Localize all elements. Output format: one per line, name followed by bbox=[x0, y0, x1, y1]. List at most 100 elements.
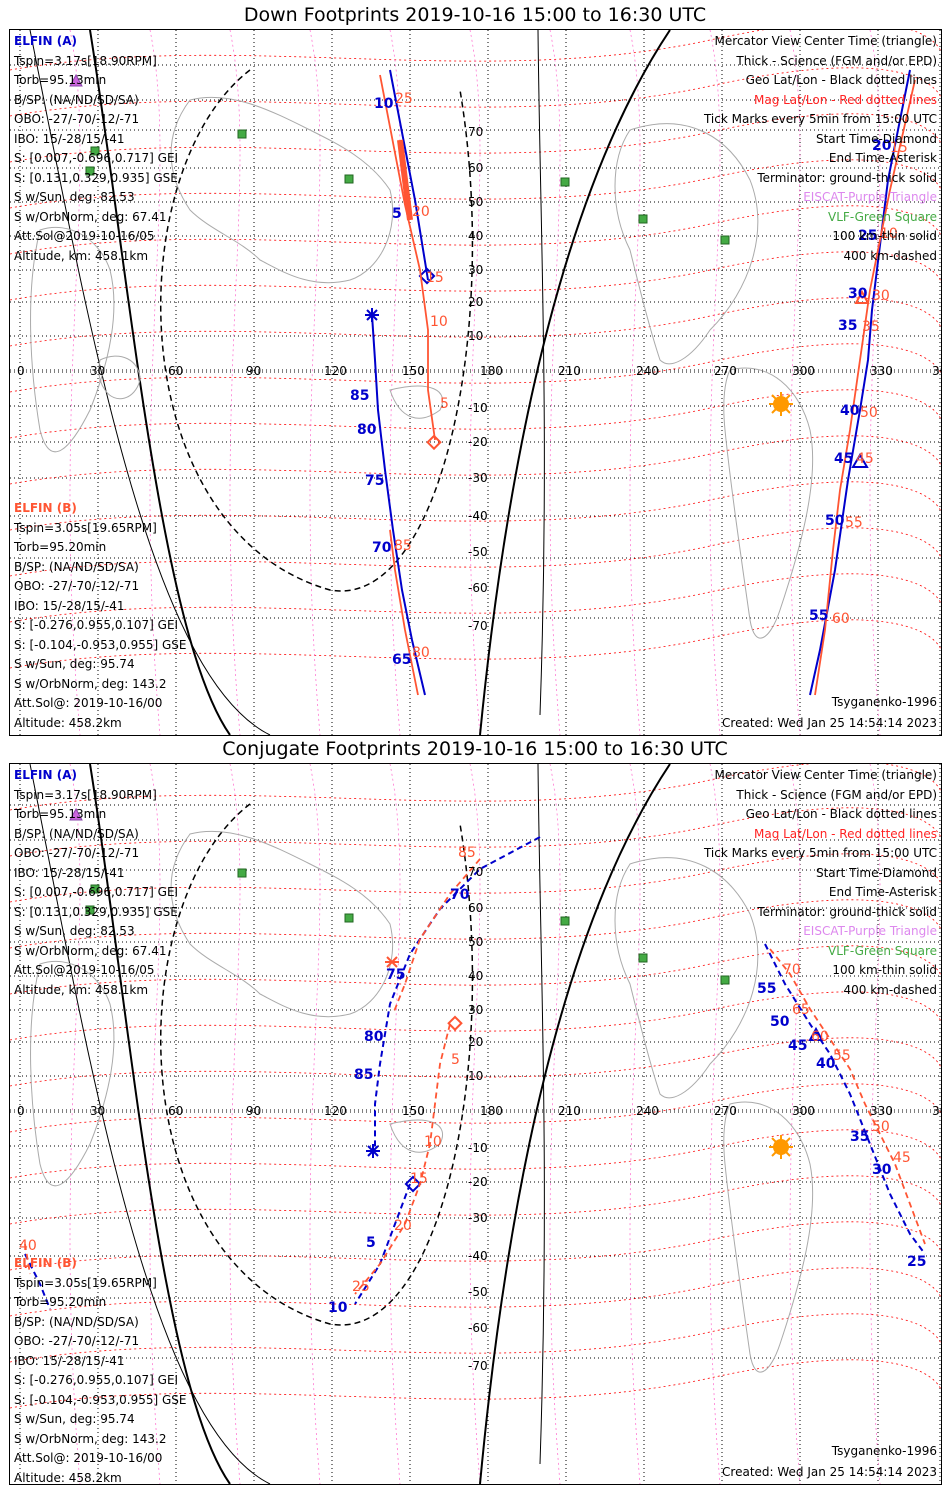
lat-tick-label: 20 bbox=[468, 1035, 483, 1049]
mag-lat-line bbox=[10, 945, 941, 995]
time-label: 75 bbox=[365, 473, 384, 489]
time-label: 15 bbox=[410, 1171, 428, 1187]
mag-lon-line bbox=[549, 764, 561, 1484]
legend-item: Tick Marks every 5min from 15:00 UTC bbox=[703, 112, 937, 126]
legend: Mercator View Center Time (triangle) Thi… bbox=[704, 766, 937, 1000]
elfin-a-info: ELFIN (A) Tspin=3.17s[18.90RPM] Torb=95.… bbox=[14, 32, 178, 266]
mag-lat-line bbox=[10, 1359, 941, 1409]
terminator-400km bbox=[160, 803, 474, 1326]
elfin-a-center-triangle bbox=[851, 453, 869, 468]
time-label: 85 bbox=[458, 845, 476, 861]
elfin-b-science-segment bbox=[397, 139, 413, 221]
info-line: S: [0.131,0.329,0.935] GSE bbox=[14, 904, 178, 919]
lon-tick-label: 180 bbox=[480, 1104, 503, 1118]
lat-tick-label: 30 bbox=[468, 263, 483, 277]
legend-item: Thick - Science (FGM and/or EPD) bbox=[736, 787, 937, 802]
lon-tick-label: 90 bbox=[246, 1104, 261, 1118]
time-label: 25 bbox=[907, 1254, 926, 1270]
time-label: 20 bbox=[394, 1218, 412, 1234]
legend-item: Start Time-Diamond bbox=[815, 865, 937, 880]
lat-tick-label: -70 bbox=[468, 1359, 488, 1373]
time-label: 35 bbox=[850, 1129, 869, 1145]
info-line: S: [-0.104,-0.953,0.955] GSE bbox=[14, 637, 187, 652]
info-line: Tspin=3.05s[19.65RPM] bbox=[14, 520, 157, 535]
elfin-b-time-labels: 25 20 15 10 5 85 80 15 30 35 10 50 55 60… bbox=[394, 91, 908, 661]
lon-tick-label: 30 bbox=[90, 364, 105, 378]
lat-tick-label: 70 bbox=[468, 865, 483, 879]
time-label: 25 bbox=[352, 1279, 370, 1295]
lon-tick-label: 270 bbox=[714, 1104, 737, 1118]
time-label: 40 bbox=[19, 1238, 37, 1254]
map-canvas: 0306090120150180210240270300330360 70605… bbox=[10, 30, 941, 735]
mag-lat-line bbox=[10, 30, 941, 71]
time-label: 30 bbox=[872, 288, 890, 304]
mag-lat-line bbox=[10, 1083, 941, 1133]
mag-lat-line bbox=[10, 205, 941, 255]
time-label: 70 bbox=[372, 540, 392, 556]
info-line: Att.Sol@: 2019-10-16/00 bbox=[14, 696, 163, 710]
legend-item: End Time-Asterisk bbox=[828, 885, 937, 899]
lat-tick-label: -20 bbox=[468, 435, 488, 449]
time-label: 45 bbox=[893, 1150, 911, 1166]
elfin-a-end-asterisk bbox=[366, 1144, 380, 1158]
mag-lat-line bbox=[10, 991, 941, 1041]
legend-item: Mercator View Center Time (triangle) bbox=[714, 768, 937, 782]
terminator-ground bbox=[89, 30, 231, 735]
lon-tick-label: 180 bbox=[480, 364, 503, 378]
lat-tick-label: 50 bbox=[468, 935, 483, 949]
time-label: 20 bbox=[872, 138, 892, 154]
legend-item: 400 km-dashed bbox=[843, 248, 937, 263]
mag-lat-line bbox=[10, 527, 941, 577]
info-line: S w/Sun, deg: 95.74 bbox=[14, 1412, 135, 1426]
geo-grid bbox=[10, 764, 941, 1484]
time-label: 50 bbox=[860, 405, 878, 421]
lon-tick-label: 90 bbox=[246, 364, 261, 378]
time-label: 40 bbox=[840, 403, 860, 419]
lon-tick-label: 210 bbox=[558, 364, 581, 378]
elfin-a-end-asterisk bbox=[365, 308, 379, 322]
mag-lat-line bbox=[10, 573, 941, 623]
lon-tick-label: 120 bbox=[324, 364, 347, 378]
info-line: IBO: 15/-28/15/-41 bbox=[14, 865, 125, 880]
info-line: Att.Sol@: 2019-10-16/00 bbox=[14, 1451, 163, 1465]
time-label: 80 bbox=[357, 422, 377, 438]
lat-tick-label: -50 bbox=[468, 1285, 488, 1299]
time-label: 45 bbox=[856, 451, 874, 467]
eiscat-triangle bbox=[69, 807, 83, 821]
elfin-b-end-asterisk bbox=[385, 956, 399, 968]
time-label: 55 bbox=[845, 515, 863, 531]
terminator-100km bbox=[537, 30, 545, 716]
legend-item: EISCAT-Purple Triangle bbox=[803, 924, 937, 938]
lon-tick-label: 300 bbox=[792, 1104, 815, 1118]
elfin-b-start-diamond bbox=[426, 434, 442, 451]
lon-tick-label: 360 bbox=[932, 364, 941, 378]
elfin-b-info: ELFIN (B) Tspin=3.05s[19.65RPM] Torb=95.… bbox=[14, 499, 187, 733]
info-line: Tspin=3.05s[19.65RPM] bbox=[14, 1275, 157, 1290]
lat-tick-label: 60 bbox=[468, 161, 483, 175]
info-line: IBO: 15/-28/15/-41 bbox=[14, 598, 125, 613]
time-label: 65 bbox=[392, 652, 411, 668]
lat-tick-label: -60 bbox=[468, 1321, 488, 1335]
info-line: S: [-0.276,0.955,0.107] GEI bbox=[14, 618, 179, 632]
lon-tick-label: 120 bbox=[324, 1104, 347, 1118]
elfin-b-center-triangle bbox=[854, 289, 870, 304]
info-line: Altitude, km: 458.1km bbox=[14, 982, 149, 997]
time-label: 15 bbox=[890, 140, 908, 156]
lat-tick-label: -30 bbox=[468, 1211, 488, 1225]
elfin-b-start-diamond bbox=[447, 1015, 463, 1032]
info-line: S w/Sun, deg: 95.74 bbox=[14, 657, 135, 671]
mag-lon-line bbox=[789, 30, 801, 735]
legend-item: VLF-Green Square bbox=[828, 209, 937, 224]
lat-tick-label: 20 bbox=[468, 295, 483, 309]
terminator-100km bbox=[29, 764, 271, 1484]
time-label: 85 bbox=[354, 1067, 373, 1083]
lat-labels: 70 60 50 40 30 20 10 -10 -20 -30 -40 -50 -60 -70 bbox=[468, 125, 488, 633]
elfin-a-time-labels: 70 75 80 85 5 10 55 50 45 40 35 30 25 bbox=[328, 887, 926, 1316]
info-line: B/SP: (NA/ND/SD/SA) bbox=[14, 559, 139, 574]
lon-tick-label: 0 bbox=[17, 364, 25, 378]
lon-tick-label: 240 bbox=[636, 364, 659, 378]
info-line: S: [-0.104,-0.953,0.955] GSE bbox=[14, 1392, 187, 1407]
mag-lon-line bbox=[69, 30, 81, 735]
mag-lat-line bbox=[10, 764, 941, 811]
mag-lat-line bbox=[10, 251, 941, 301]
